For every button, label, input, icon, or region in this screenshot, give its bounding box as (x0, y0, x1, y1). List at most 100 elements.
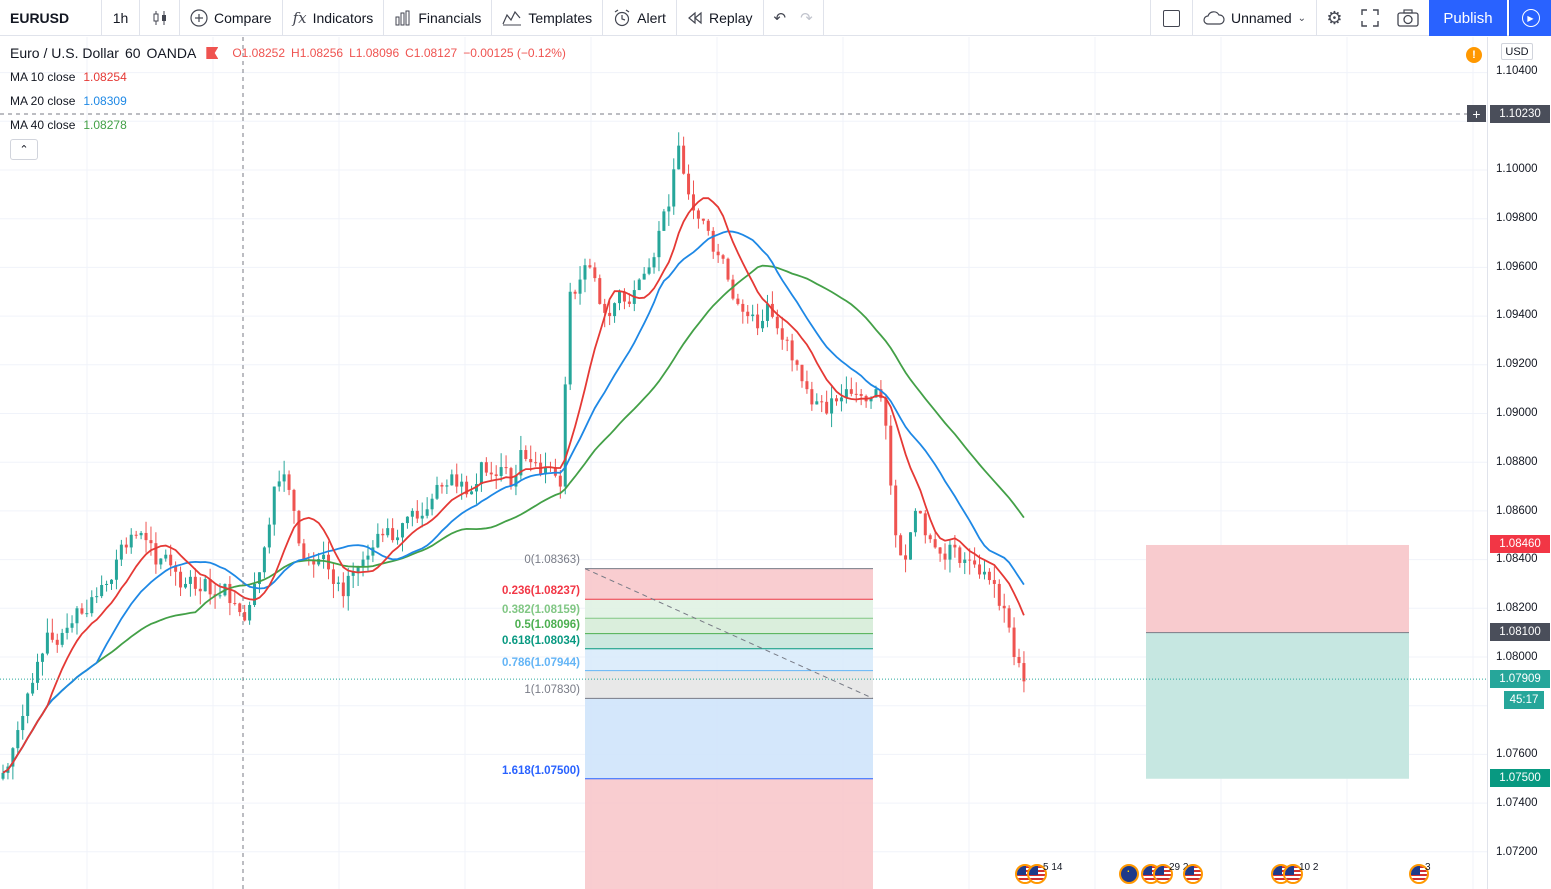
candle-body (992, 580, 996, 584)
chevron-up-icon: ⌃ (19, 144, 29, 156)
legend-source: OANDA (146, 45, 197, 61)
indicator-ma10[interactable]: MA 10 close 1.08254 (10, 70, 127, 84)
undo-icon[interactable]: ↶ (773, 9, 787, 27)
economic-event[interactable]: 3 (1409, 862, 1431, 885)
templates-button[interactable]: Templates (492, 0, 604, 36)
candle-body (341, 582, 345, 597)
candle-body (973, 560, 977, 565)
candle-body (302, 543, 306, 560)
indicator-label: MA 10 close (10, 70, 76, 84)
candle-body (514, 475, 518, 487)
currency-button[interactable]: USD (1501, 43, 1533, 60)
economic-event[interactable]: 10 2 (1271, 862, 1318, 885)
candle-body (494, 474, 498, 476)
candle-body (963, 559, 967, 563)
candle-body (183, 583, 187, 588)
indicator-ma20[interactable]: MA 20 close 1.08309 (10, 94, 127, 108)
candle-body (667, 206, 671, 212)
warning-icon[interactable]: ! (1466, 47, 1482, 63)
indicator-ma40[interactable]: MA 40 close 1.08278 (10, 118, 127, 132)
candle-body (524, 450, 528, 459)
alert-label: Alert (637, 9, 666, 26)
alert-button[interactable]: Alert (603, 0, 677, 36)
economic-event[interactable]: 29 2 (1119, 862, 1188, 885)
chart-pane[interactable] (0, 37, 1487, 889)
layout-toggle-button[interactable] (1150, 0, 1192, 36)
compare-button[interactable]: Compare (180, 0, 283, 36)
candle-body (810, 389, 814, 405)
candle-body (839, 397, 843, 402)
candle-body (1, 772, 5, 779)
undo-redo-group: ↶ ↷ (764, 0, 824, 36)
candle-body (869, 397, 873, 402)
fib-trend-line (584, 568, 874, 699)
candle-body (603, 303, 607, 313)
candle-body (277, 481, 281, 487)
layout-name-button[interactable]: Unnamed ⌄ (1192, 0, 1316, 36)
candle-body (716, 251, 720, 256)
economic-event[interactable] (1183, 863, 1203, 885)
candle-body (55, 639, 59, 645)
fib-level-label: 0.236(1.08237) (501, 585, 580, 597)
candle-body (696, 210, 700, 219)
candle-body (1012, 627, 1016, 657)
candle-body (292, 489, 296, 511)
candle-body (228, 583, 232, 604)
candle-body (780, 328, 784, 340)
candle-body (124, 544, 128, 548)
moving-averages-layer (2, 197, 1025, 774)
interval-button[interactable]: 1h (102, 0, 140, 36)
candle-body (1017, 657, 1021, 664)
chart-type-button[interactable] (140, 0, 180, 36)
replay-button[interactable]: Replay (677, 0, 764, 36)
redo-icon[interactable]: ↷ (800, 9, 813, 27)
candle-body (164, 554, 168, 559)
indicators-button[interactable]: 𝑓x Indicators (283, 0, 385, 36)
candle-body (894, 485, 898, 536)
interval-label: 1h (112, 9, 129, 26)
candle-body (420, 515, 424, 519)
candle-body (825, 401, 829, 414)
top-toolbar: EURUSD 1h Compare 𝑓x Indicators Financia… (0, 0, 1551, 36)
fib-level-label: 0.618(1.08034) (501, 635, 580, 647)
candle-body (391, 528, 395, 541)
candle-body (933, 539, 937, 548)
layout-name-label: Unnamed (1230, 10, 1292, 26)
symbol-search-button[interactable]: EURUSD (0, 0, 102, 36)
candle-body (731, 279, 735, 299)
add-alert-plus-icon[interactable]: + (1467, 105, 1486, 122)
candle-body (70, 623, 74, 628)
candle-body (627, 301, 631, 304)
price-tick: 1.08800 (1496, 456, 1538, 468)
price-tick: 1.09800 (1496, 212, 1538, 224)
collapse-legend-button[interactable]: ⌃ (10, 139, 38, 160)
candle-body (450, 474, 454, 486)
price-axis[interactable]: 1.10400 1.10000 1.09800 1.09600 1.09400 … (1487, 37, 1551, 889)
fullscreen-button[interactable] (1352, 0, 1388, 36)
alarm-clock-icon (614, 9, 630, 26)
fib-zone (585, 568, 873, 600)
candle-body (608, 312, 612, 317)
publish-button[interactable]: Publish (1429, 0, 1507, 36)
legend-close: C1.08127 (405, 46, 458, 60)
financials-button[interactable]: Financials (384, 0, 493, 36)
candle-body (657, 230, 661, 258)
candles-layer (1, 132, 1026, 781)
candle-body (701, 218, 705, 221)
snapshot-button[interactable] (1388, 0, 1428, 36)
indicator-label: MA 40 close (10, 118, 76, 132)
candle-body (765, 303, 769, 321)
candle-body (322, 554, 326, 560)
candle-body (312, 560, 316, 565)
candle-body (154, 543, 158, 565)
candle-body (756, 314, 760, 329)
settings-button[interactable]: ⚙ (1316, 0, 1352, 36)
replay-label: Replay (708, 9, 753, 26)
playback-button[interactable]: ▶ (1509, 0, 1551, 36)
economic-event[interactable]: 5 14 (1015, 862, 1062, 885)
candle-body (139, 532, 143, 536)
candle-body (331, 569, 335, 584)
fib-zone (585, 778, 873, 889)
us-flag-icon (1153, 864, 1173, 884)
price-tick: 1.10000 (1496, 163, 1538, 175)
